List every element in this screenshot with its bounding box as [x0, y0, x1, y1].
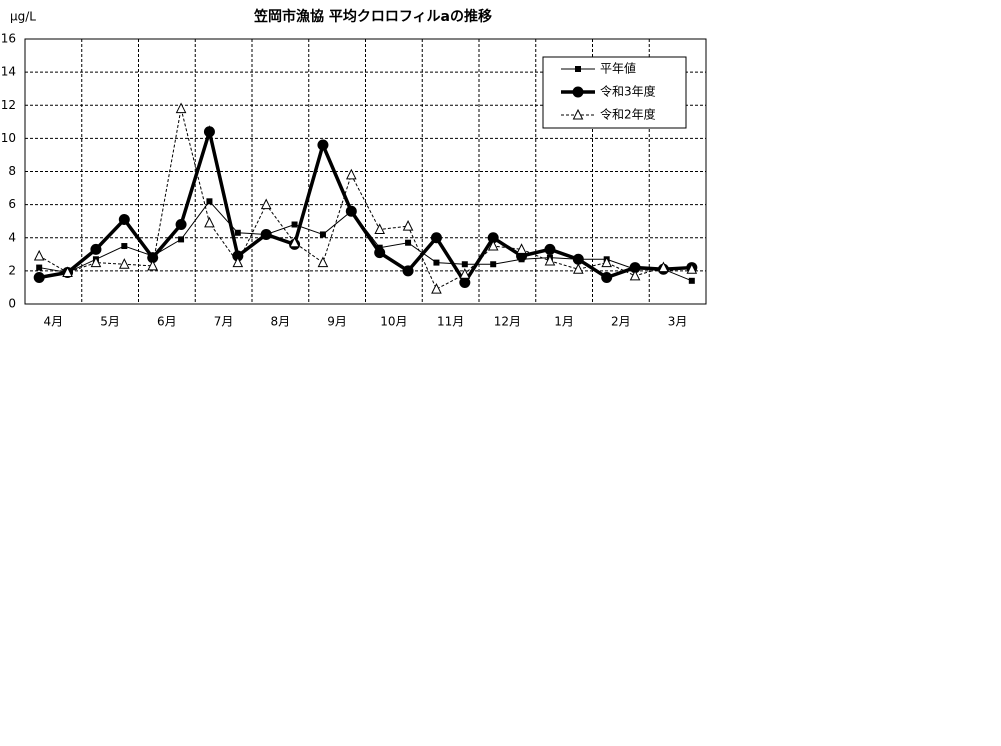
- marker: [204, 216, 215, 228]
- x-tick-label: 9月: [327, 315, 347, 329]
- marker: [345, 205, 357, 217]
- marker: [234, 229, 241, 236]
- x-tick-label: 12月: [494, 315, 521, 329]
- marker: [119, 258, 130, 269]
- marker: [291, 221, 298, 228]
- y-tick-label: 16: [1, 32, 16, 46]
- marker: [402, 220, 414, 231]
- marker: [516, 243, 527, 254]
- marker: [33, 272, 45, 283]
- marker: [175, 219, 187, 230]
- x-tick-label: 1月: [554, 315, 574, 329]
- y-tick-label: 10: [1, 131, 16, 145]
- x-tick-label: 7月: [214, 315, 234, 329]
- x-tick-label: 6月: [157, 315, 177, 329]
- marker: [629, 269, 641, 281]
- marker: [232, 256, 244, 268]
- marker: [490, 261, 497, 268]
- series-line: [38, 108, 692, 290]
- legend-label: 平年値: [600, 61, 636, 76]
- chart-title: 笠岡市漁協 平均クロロフィルaの推移: [253, 8, 492, 25]
- x-tick-label: 11月: [437, 315, 464, 329]
- legend-label: 令和2年度: [600, 107, 656, 122]
- legend-marker: [572, 86, 584, 98]
- x-tick-label: 2月: [611, 315, 631, 329]
- marker: [121, 243, 128, 250]
- marker: [33, 249, 45, 261]
- x-tick-label: 3月: [668, 315, 688, 329]
- marker: [544, 254, 556, 266]
- marker: [206, 198, 213, 205]
- marker: [433, 259, 440, 266]
- series-line: [38, 124, 692, 286]
- marker: [374, 223, 385, 234]
- marker: [147, 252, 159, 264]
- y-tick-label: 12: [1, 98, 16, 112]
- marker: [601, 256, 612, 268]
- marker: [487, 232, 499, 244]
- marker: [572, 253, 584, 265]
- marker: [459, 276, 471, 288]
- marker: [260, 198, 272, 210]
- marker: [544, 243, 556, 255]
- marker: [346, 168, 357, 180]
- y-tick-label: 14: [1, 65, 16, 79]
- marker: [178, 236, 185, 243]
- marker: [62, 266, 73, 278]
- marker: [402, 265, 414, 277]
- marker: [431, 282, 442, 294]
- y-tick-label: 0: [8, 297, 16, 311]
- marker: [317, 256, 329, 268]
- marker: [175, 102, 187, 114]
- x-tick-label: 8月: [271, 315, 291, 329]
- marker: [289, 236, 300, 248]
- marker: [487, 239, 499, 251]
- marker: [430, 232, 442, 244]
- x-tick-label: 10月: [380, 315, 407, 329]
- y-axis-label: μg/L: [10, 10, 36, 24]
- legend-label: 令和3年度: [600, 84, 656, 99]
- marker: [319, 231, 326, 238]
- marker: [461, 261, 468, 268]
- x-tick-label: 5月: [100, 315, 120, 329]
- marker: [688, 277, 695, 284]
- y-tick-label: 4: [8, 230, 16, 244]
- marker: [374, 247, 386, 259]
- legend-marker: [575, 66, 581, 72]
- legend-marker: [572, 108, 584, 120]
- marker: [36, 264, 43, 271]
- marker: [317, 139, 329, 151]
- marker: [90, 256, 102, 268]
- marker: [686, 263, 698, 274]
- marker: [459, 268, 471, 279]
- y-tick-label: 8: [8, 164, 16, 178]
- marker: [203, 126, 215, 138]
- marker: [573, 263, 584, 274]
- y-tick-label: 2: [8, 263, 16, 277]
- marker: [405, 239, 412, 246]
- marker: [147, 259, 158, 271]
- marker: [90, 243, 102, 255]
- x-tick-label: 4月: [44, 315, 64, 329]
- marker: [260, 228, 272, 240]
- marker: [601, 272, 613, 283]
- plot-border: [24, 38, 707, 305]
- marker: [118, 214, 130, 226]
- marker: [658, 261, 669, 273]
- y-tick-label: 6: [8, 197, 16, 211]
- marker: [629, 262, 641, 274]
